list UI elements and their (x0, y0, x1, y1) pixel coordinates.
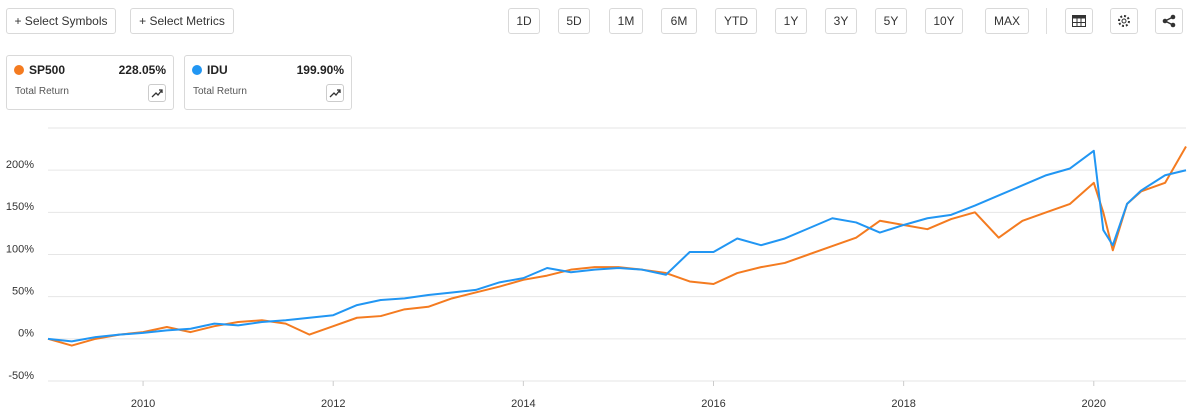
period-button[interactable]: MAX (985, 8, 1029, 34)
series-name: SP500 (29, 63, 66, 77)
y-tick-label: 0% (18, 328, 34, 340)
y-tick-label: 50% (12, 286, 34, 298)
x-tick-label: 2020 (1082, 398, 1106, 410)
series-return: 199.90% (296, 63, 344, 77)
series-line (47, 146, 1187, 347)
share-icon (1162, 14, 1176, 28)
share-button[interactable] (1155, 8, 1183, 34)
series-line (47, 149, 1187, 343)
settings-button[interactable] (1110, 8, 1138, 34)
series-metric: Total Return (15, 86, 69, 97)
series-return: 228.05% (118, 63, 166, 77)
y-tick-label: 150% (6, 201, 34, 213)
y-tick-label: -50% (8, 370, 34, 382)
y-tick-label: 100% (6, 243, 34, 255)
period-button[interactable]: 1Y (775, 8, 807, 34)
table-button[interactable] (1065, 8, 1093, 34)
period-button[interactable]: YTD (715, 8, 757, 34)
series-name: IDU (207, 63, 228, 77)
period-button[interactable]: 5D (558, 8, 590, 34)
select-metrics-button[interactable]: + Select Metrics (130, 8, 234, 34)
series-dot (14, 65, 24, 75)
trend-icon (329, 89, 341, 98)
period-button[interactable]: 5Y (875, 8, 907, 34)
y-tick-label: 200% (6, 159, 34, 171)
period-button[interactable]: 10Y (925, 8, 963, 34)
series-card[interactable]: IDU 199.90% Total Return (184, 55, 352, 110)
x-tick-label: 2018 (891, 398, 915, 410)
period-button[interactable]: 3Y (825, 8, 857, 34)
gear-icon (1118, 15, 1130, 27)
chart-type-icon[interactable] (148, 84, 166, 102)
period-button[interactable]: 1M (609, 8, 643, 34)
period-button[interactable]: 1D (508, 8, 540, 34)
x-tick-label: 2016 (701, 398, 725, 410)
divider (1046, 8, 1047, 34)
series-card[interactable]: SP500 228.05% Total Return (6, 55, 174, 110)
trend-icon (151, 89, 163, 98)
series-dot (192, 65, 202, 75)
x-tick-label: 2014 (511, 398, 535, 410)
x-tick-label: 2012 (321, 398, 345, 410)
chart-type-icon[interactable] (326, 84, 344, 102)
period-button[interactable]: 6M (661, 8, 697, 34)
select-symbols-button[interactable]: + Select Symbols (6, 8, 116, 34)
series-metric: Total Return (193, 86, 247, 97)
x-tick-label: 2010 (131, 398, 155, 410)
table-icon (1072, 15, 1086, 27)
